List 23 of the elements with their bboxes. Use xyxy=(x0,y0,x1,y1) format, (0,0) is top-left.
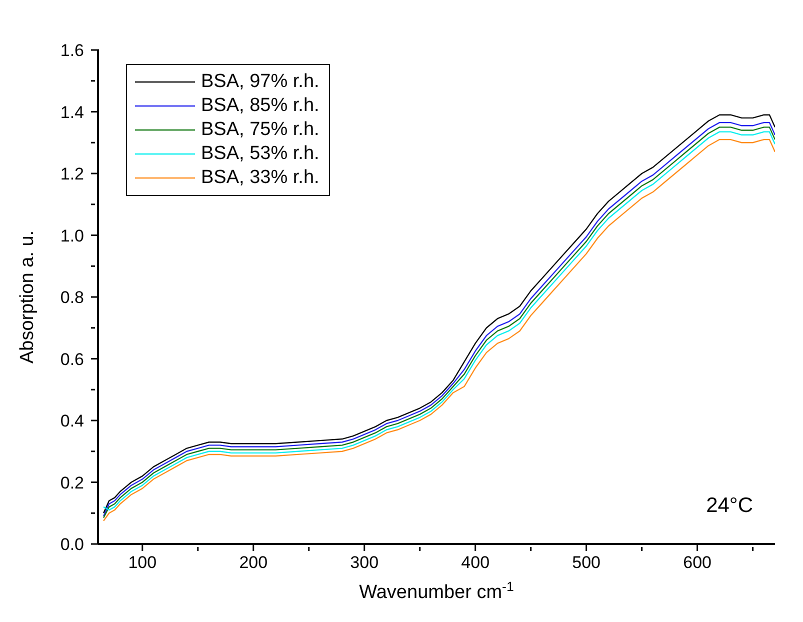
legend-label: BSA, 33% r.h. xyxy=(201,167,320,189)
legend-label: BSA, 53% r.h. xyxy=(201,143,320,165)
x-axis-title: Wavenumber cm$^{-1}$ xyxy=(359,578,514,603)
x-tick-label: 500 xyxy=(572,553,601,572)
y-tick-label: 1.0 xyxy=(60,226,84,246)
y-tick-label: 0.8 xyxy=(60,288,84,307)
x-tick-label: 600 xyxy=(683,553,712,572)
legend-label: BSA, 85% r.h. xyxy=(201,95,320,117)
y-tick-label: 1.4 xyxy=(60,102,84,122)
y-tick-label: 0.4 xyxy=(60,412,84,430)
legend-label: BSA, 75% r.h. xyxy=(201,119,320,141)
x-tick-label: 400 xyxy=(461,553,490,572)
legend-label: BSA, 97% r.h. xyxy=(201,71,320,93)
annotation: 24°C xyxy=(706,494,753,518)
y-tick-label: 0.6 xyxy=(60,350,84,369)
y-tick-label: 1.2 xyxy=(60,164,84,184)
y-tick-label: 0.2 xyxy=(60,473,84,492)
y-tick-label: 0.0 xyxy=(60,535,84,554)
x-tick-label: 200 xyxy=(239,553,268,572)
x-tick-label: 100 xyxy=(128,553,157,572)
y-axis-title: Absorption a. u. xyxy=(17,230,39,364)
y-tick-label: 1.6 xyxy=(60,41,84,60)
x-tick-label: 300 xyxy=(350,553,379,572)
